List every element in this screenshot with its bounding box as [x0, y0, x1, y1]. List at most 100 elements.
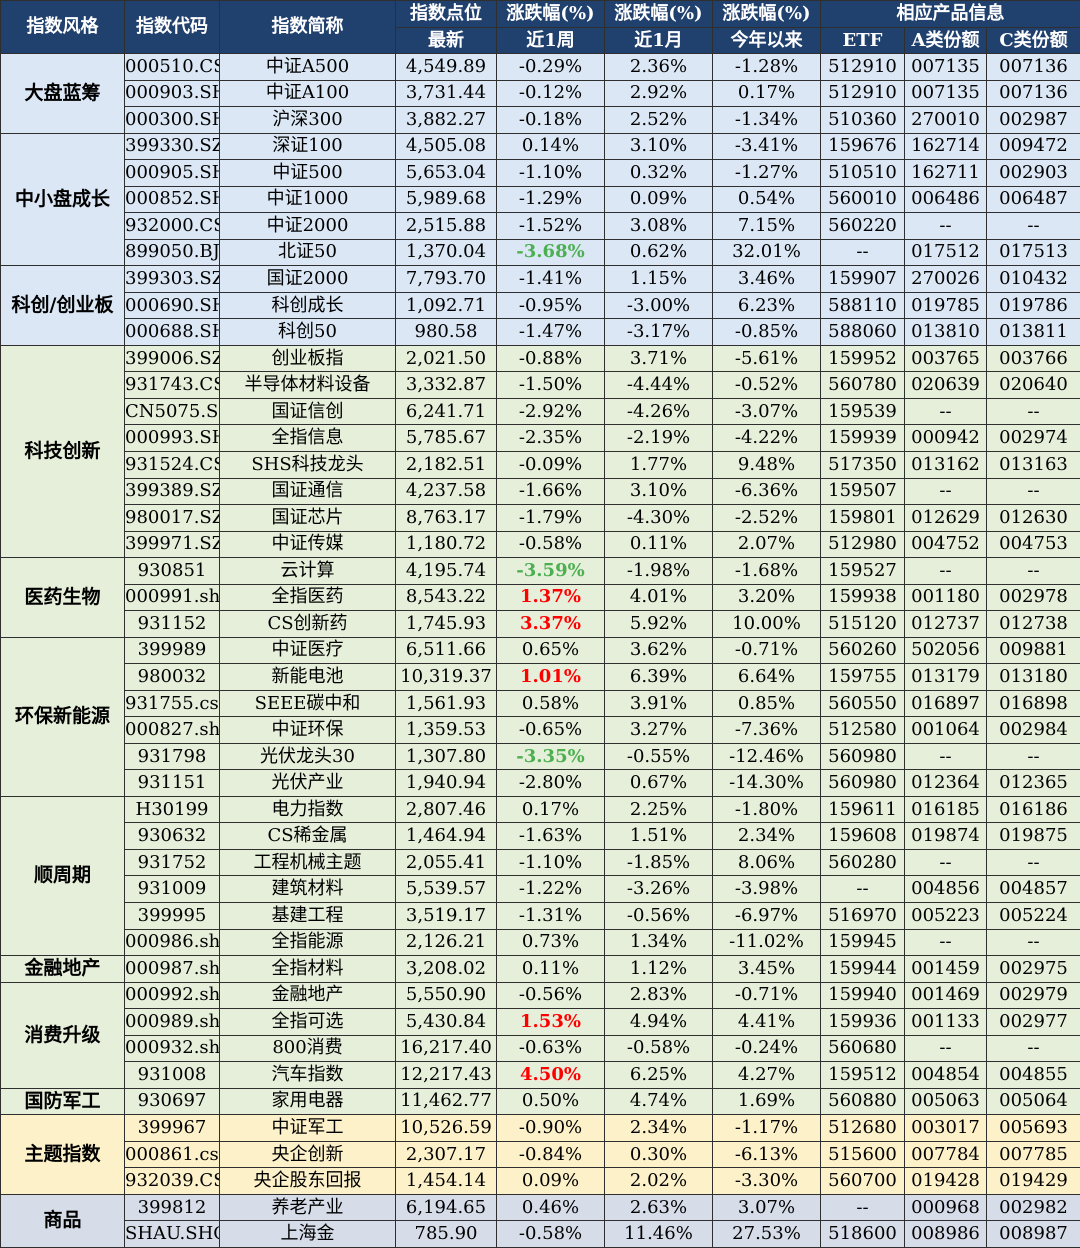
a-share-code: 016897	[904, 689, 987, 718]
change-1month: 1.51%	[604, 822, 713, 850]
a-share-code: 012737	[904, 610, 987, 638]
index-code: 931151	[124, 769, 220, 797]
c-share-code: 012365	[985, 769, 1080, 797]
header-week-change: 涨跌幅(%)	[496, 0, 605, 28]
change-1week: -1.29%	[496, 185, 605, 214]
etf-code: 560260	[820, 636, 905, 665]
index-code: 000861.csi	[124, 1140, 220, 1169]
style-group-label: 环保新能源	[0, 636, 125, 797]
a-share-code: 016185	[904, 795, 987, 824]
index-points: 2,182.51	[395, 450, 497, 479]
a-share-code: 013162	[904, 450, 987, 479]
change-1week: -0.65%	[496, 716, 605, 744]
index-points: 16,217.40	[395, 1034, 497, 1063]
change-ytd: 27.53%	[712, 1220, 821, 1248]
index-name: 中证500	[219, 159, 396, 187]
index-points: 2,126.21	[395, 928, 497, 957]
table-row: 环保新能源 399989 中证医疗 6,511.66 0.65% 3.62% -0.71% 5…	[0, 636, 1080, 797]
index-name: 中证传媒	[219, 530, 396, 559]
index-name: 建筑材料	[219, 875, 396, 903]
index-code: 899050.BJ	[124, 238, 220, 267]
c-share-code: 002984	[985, 716, 1080, 744]
index-points: 1,307.80	[395, 742, 497, 771]
index-name: 国证通信	[219, 477, 396, 506]
index-points: 2,055.41	[395, 848, 497, 877]
index-name: 中证A500	[219, 53, 396, 81]
c-share-code: --	[985, 1034, 1080, 1063]
change-1week: -2.80%	[496, 769, 605, 797]
change-1month: 2.92%	[604, 79, 713, 108]
etf-code: 159611	[820, 795, 905, 824]
style-group-label: 科技创新	[0, 344, 125, 559]
index-points: 5,653.04	[395, 159, 497, 187]
change-ytd: -5.61%	[712, 344, 821, 373]
a-share-code: --	[904, 928, 987, 957]
table-row: 科技创新 399006.SZ 创业板指 2,021.50 -0.88% 3.71% -5.6…	[0, 344, 1080, 559]
index-name: SEEE碳中和	[219, 689, 396, 718]
etf-code: 560880	[820, 1087, 905, 1116]
table-row: 931743.CSI半导体材料设备3,332.87-1.50%-4.44%-0.…	[0, 371, 1080, 399]
change-ytd: 6.23%	[712, 291, 821, 320]
change-1month: 2.02%	[604, 1167, 713, 1195]
change-ytd: -1.27%	[712, 159, 821, 187]
index-name: 云计算	[219, 557, 396, 585]
c-share-code: 017513	[985, 238, 1080, 267]
index-points: 4,195.74	[395, 557, 497, 585]
header-1week: 近1周	[496, 27, 605, 54]
table-row: 932039.CSI央企股东回报1,454.140.09%2.02%-3.30%…	[0, 1167, 1080, 1195]
header-ytd-change: 涨跌幅(%)	[712, 0, 821, 28]
table-row: 931524.CSISHS科技龙头2,182.51-0.09%1.77%9.48…	[0, 450, 1080, 479]
index-points: 3,332.87	[395, 371, 497, 399]
c-share-code: --	[985, 557, 1080, 585]
table-body: 大盘蓝筹000510.CSI中证A5004,549.89-0.29%2.36%-…	[0, 53, 1080, 1248]
table-row: 931755.csi SEEE碳中和 1,561.93 0.58% 3.91% 0.85%…	[0, 689, 1080, 718]
change-1week: -1.22%	[496, 875, 605, 903]
c-share-code: 004753	[985, 530, 1080, 559]
change-1month: -4.26%	[604, 397, 713, 426]
index-name: 金融地产	[219, 981, 396, 1010]
table-row: 000986.sh 全指能源 2,126.21 0.73% 1.34% -11.02% 15…	[0, 928, 1080, 957]
c-share-code: 019786	[985, 291, 1080, 320]
change-1month: 0.09%	[604, 185, 713, 214]
index-points: 6,241.71	[395, 397, 497, 426]
a-share-code: 001180	[904, 583, 987, 612]
change-ytd: 3.46%	[712, 265, 821, 293]
index-points: 1,561.93	[395, 689, 497, 718]
index-code: 980032	[124, 663, 220, 691]
index-code: 930632	[124, 822, 220, 850]
table-row: 000690.SH 科创成长 1,092.71 -0.95% -3.00% 6.23% 58…	[0, 291, 1080, 320]
c-share-code: --	[985, 742, 1080, 771]
index-points: 4,505.08	[395, 132, 497, 161]
c-share-code: 005224	[985, 902, 1080, 930]
etf-code: 515600	[820, 1140, 905, 1169]
change-ytd: -3.41%	[712, 132, 821, 161]
index-name: 沪深300	[219, 106, 396, 134]
index-code: 000991.sh	[124, 583, 220, 612]
a-share-code: 005063	[904, 1087, 987, 1116]
change-1week: 1.37%	[496, 583, 605, 612]
change-ytd: -1.28%	[712, 53, 821, 81]
table-row: 中小盘成长 399330.SZ 深证100 4,505.08 0.14% 3.10% -3.…	[0, 132, 1080, 267]
a-share-code: 019428	[904, 1167, 987, 1195]
etf-code: 159755	[820, 663, 905, 691]
index-name: 中证1000	[219, 185, 396, 214]
change-1month: -3.26%	[604, 875, 713, 903]
index-code: 931152	[124, 610, 220, 638]
table-row: 000861.csi 央企创新 2,307.17 -0.84% 0.30% -6.13% 5…	[0, 1140, 1080, 1169]
change-1month: 3.91%	[604, 689, 713, 718]
index-name: 国证2000	[219, 265, 396, 293]
etf-code: 560980	[820, 769, 905, 797]
a-share-code: 162714	[904, 132, 987, 161]
change-1month: 0.30%	[604, 1140, 713, 1169]
a-share-code: 006486	[904, 185, 987, 214]
change-1week: -0.95%	[496, 291, 605, 320]
change-ytd: 3.20%	[712, 583, 821, 612]
a-share-code: 001469	[904, 981, 987, 1010]
index-name: 国证信创	[219, 397, 396, 426]
c-share-code: 002982	[985, 1193, 1080, 1222]
change-ytd: -6.97%	[712, 902, 821, 930]
style-group-label: 商品	[0, 1193, 125, 1248]
table-row: 931752 工程机械主题 2,055.41 -1.10% -1.85% 8.06% 560…	[0, 848, 1080, 877]
index-code: 399330.SZ	[124, 132, 220, 161]
c-share-code: 002974	[985, 424, 1080, 452]
